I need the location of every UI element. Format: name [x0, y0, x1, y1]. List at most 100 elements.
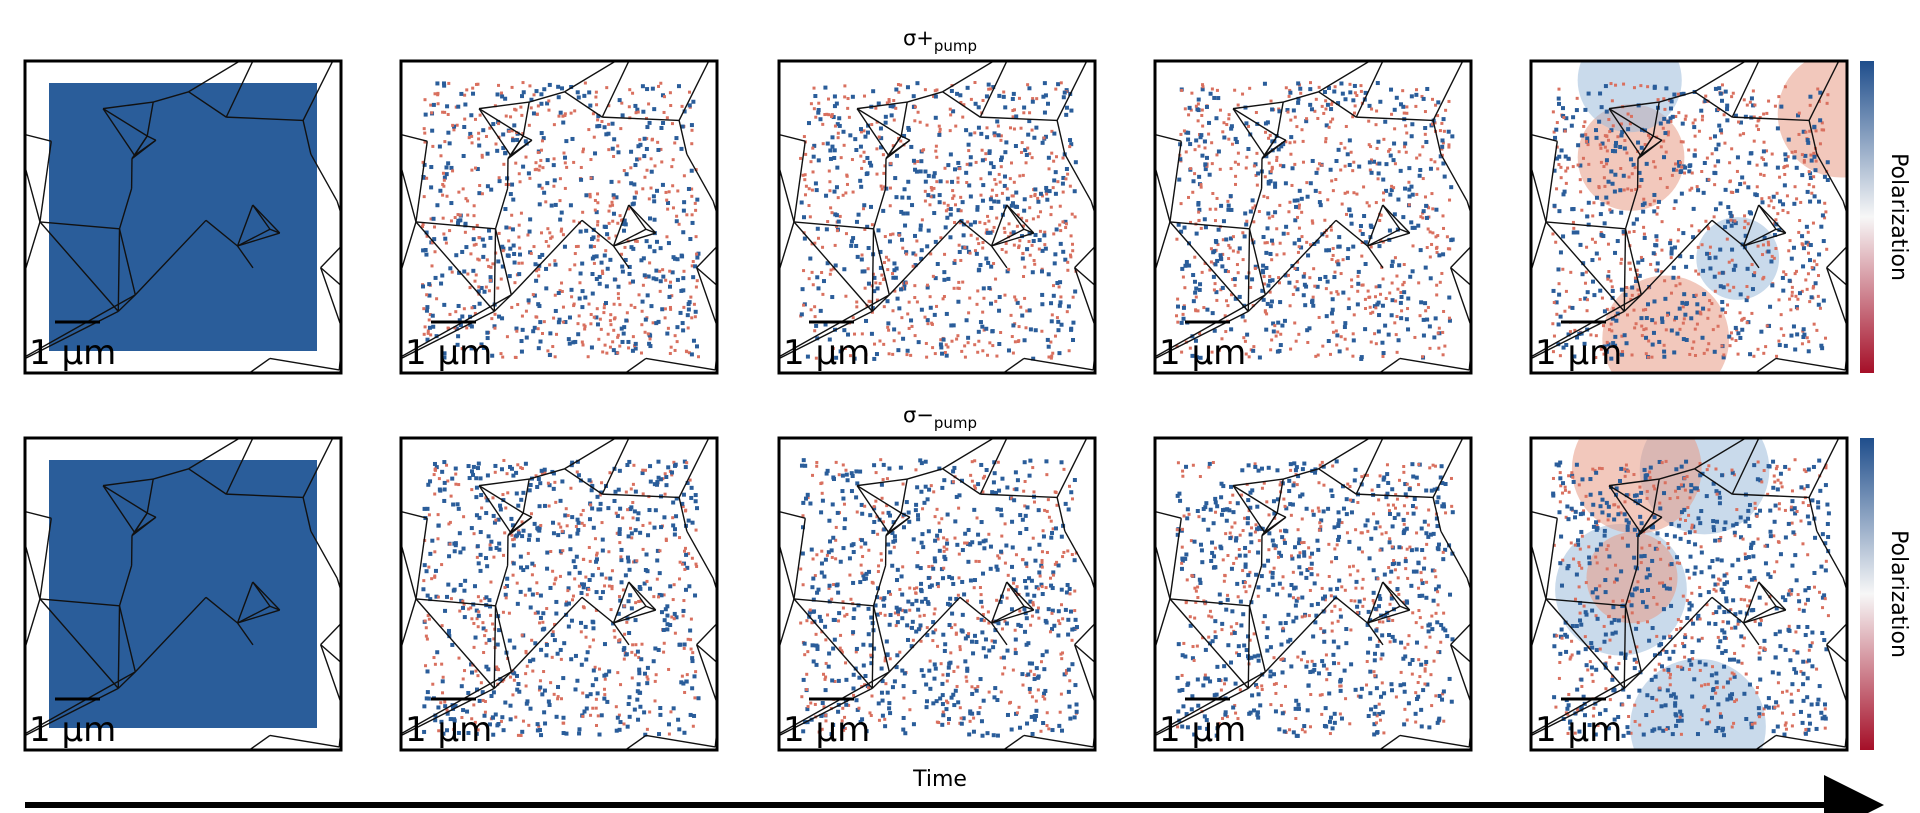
spot	[811, 557, 815, 561]
spot	[1808, 129, 1812, 133]
spot	[1021, 173, 1025, 177]
spot	[1723, 141, 1727, 145]
spot	[462, 602, 466, 606]
spot	[1810, 191, 1814, 195]
grain-boundary	[1169, 221, 1249, 312]
grain-boundary	[102, 485, 148, 514]
spot	[1069, 108, 1074, 113]
spot	[1631, 221, 1636, 226]
spot	[421, 174, 426, 179]
spot	[443, 704, 448, 709]
spot	[1276, 320, 1281, 325]
spot	[1269, 99, 1273, 103]
spot	[1713, 171, 1718, 176]
spot	[561, 731, 566, 736]
spot	[1820, 213, 1825, 218]
spot	[835, 165, 840, 170]
spot	[1246, 146, 1251, 151]
spot	[693, 593, 698, 598]
spot	[816, 108, 821, 113]
spot	[647, 197, 651, 201]
spot	[427, 617, 431, 621]
spot	[559, 210, 564, 215]
spot	[1316, 167, 1320, 171]
spot	[650, 138, 654, 142]
spot	[1247, 355, 1251, 359]
spot	[479, 342, 484, 347]
spot	[598, 596, 603, 601]
spot	[1713, 86, 1718, 91]
spot	[501, 610, 505, 614]
spot	[438, 188, 443, 193]
grain-boundary	[1367, 232, 1410, 247]
spot	[428, 597, 433, 602]
spot	[683, 509, 687, 513]
spot	[1625, 151, 1629, 155]
spot	[1010, 335, 1014, 339]
spot	[500, 264, 505, 269]
spot	[1600, 296, 1604, 300]
spot	[633, 103, 638, 108]
spot	[1230, 142, 1234, 146]
spot	[823, 85, 828, 90]
spot	[1674, 162, 1678, 166]
spot	[1225, 123, 1229, 127]
spot	[1825, 177, 1830, 182]
spot	[1190, 91, 1194, 95]
spot	[1636, 140, 1641, 145]
spot	[1765, 324, 1769, 328]
spot	[1271, 321, 1276, 326]
spot	[1621, 229, 1626, 234]
spot	[593, 208, 597, 212]
spot	[688, 237, 693, 242]
grain-boundary	[793, 141, 806, 222]
spot	[425, 506, 430, 511]
grain-boundary	[343, 238, 348, 287]
spot	[913, 167, 918, 172]
spot	[474, 513, 479, 518]
spot	[623, 257, 628, 262]
grain-boundary	[1169, 221, 1250, 230]
spot	[943, 252, 947, 256]
spot	[480, 237, 485, 242]
spot	[1184, 259, 1189, 264]
spot	[1605, 340, 1609, 344]
grain-boundary	[1826, 245, 1847, 269]
spot	[452, 587, 457, 592]
grain-boundary	[336, 578, 341, 593]
grain-boundary	[613, 228, 647, 247]
spot	[1028, 206, 1032, 210]
spot	[425, 337, 430, 342]
spot	[1288, 200, 1292, 204]
spot	[528, 217, 533, 222]
spot	[457, 270, 462, 275]
spot	[1375, 109, 1379, 113]
spot	[637, 599, 641, 603]
spot	[561, 721, 565, 725]
spot	[860, 166, 864, 170]
spot	[953, 203, 957, 207]
spot	[1572, 226, 1576, 230]
spot	[1808, 171, 1813, 176]
spot	[1660, 319, 1665, 324]
spot	[610, 146, 615, 151]
spot	[1728, 344, 1732, 348]
spot	[1634, 187, 1638, 191]
spot	[905, 85, 910, 90]
spot	[577, 570, 582, 575]
spot	[1301, 293, 1306, 298]
spot	[1382, 198, 1386, 202]
spot	[866, 281, 871, 286]
spot	[832, 94, 837, 99]
spot	[1210, 141, 1214, 145]
spot	[946, 203, 950, 207]
spot	[1265, 241, 1269, 245]
spot	[1215, 298, 1219, 302]
spot	[1273, 184, 1278, 189]
spot	[1790, 285, 1794, 289]
spot	[459, 91, 464, 96]
spot	[1268, 251, 1273, 256]
spot	[565, 165, 569, 169]
spot	[1431, 207, 1435, 211]
spot	[551, 569, 555, 573]
